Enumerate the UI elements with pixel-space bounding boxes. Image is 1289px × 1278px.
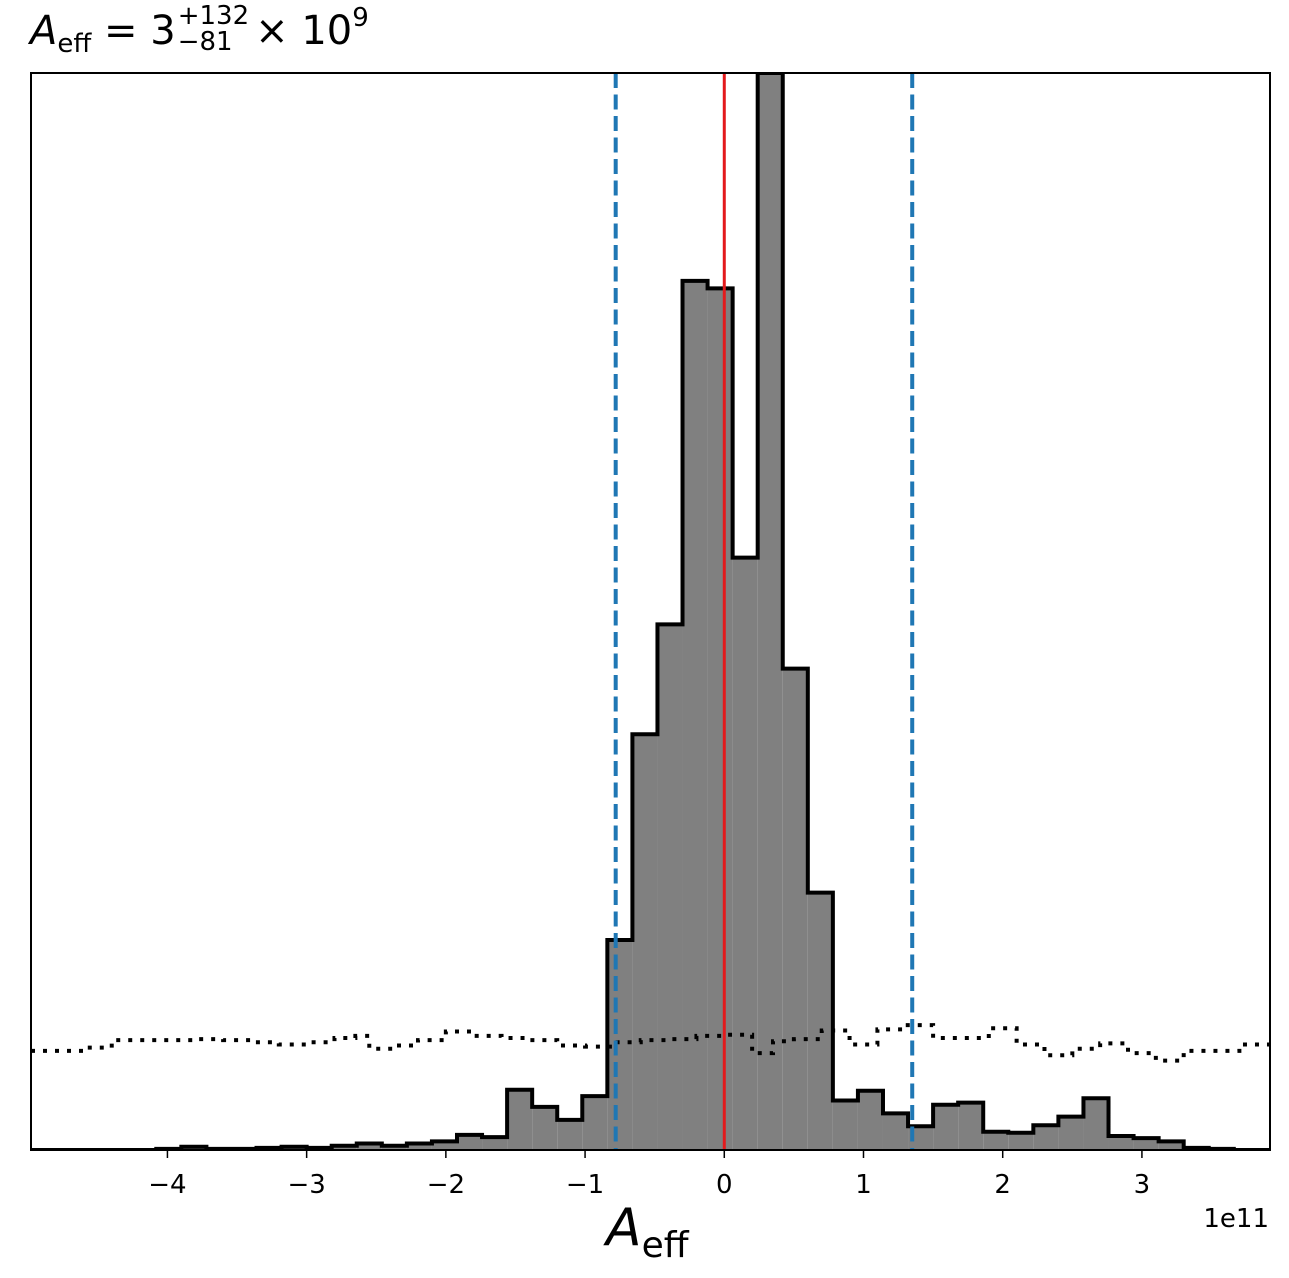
histogram-bar [983,1131,1009,1150]
histogram-bar [532,1106,558,1150]
x-tick-label: 2 [994,1170,1011,1200]
histogram-outline [31,73,1270,1150]
x-tick-label: 3 [1134,1170,1151,1200]
histogram-bar [857,1090,883,1150]
histogram-bar [933,1104,959,1150]
histogram-bar [832,1100,858,1150]
title-variable-subscript: eff [57,29,92,59]
chart-title: Aeff = 3 +132 −81 × 109 [30,3,369,61]
histogram-bar [757,73,783,1150]
histogram-bar [431,1141,457,1150]
histogram-bar [482,1137,508,1150]
histogram-bar [707,288,733,1150]
histogram-bar [331,1145,357,1150]
histogram-bar [507,1089,533,1150]
x-tick-label: −4 [148,1170,186,1200]
x-axis-label-variable: A [606,1198,642,1258]
x-tick-label: −3 [287,1170,325,1200]
histogram-bar [1008,1132,1034,1150]
histogram-bar [1133,1138,1159,1150]
histogram-bar [356,1143,382,1150]
histogram-bar [682,280,708,1150]
x-tick-label: 0 [716,1170,733,1200]
title-lower-error: −81 [177,27,233,57]
histogram-bar [456,1134,483,1150]
plot-frame [30,72,1271,1151]
x-axis-label: Aeff [606,1198,689,1266]
histogram-bar [557,1119,583,1150]
histogram-bar [958,1102,984,1150]
x-tick-label: −1 [566,1170,604,1200]
x-axis-label-subscript: eff [641,1225,689,1266]
histogram-bar [1108,1135,1134,1150]
histogram-bar [1083,1098,1109,1150]
histogram-bar [782,668,808,1150]
title-error-scripts: +132 −81 [178,3,249,55]
x-axis-offset-label: 1e11 [1203,1204,1269,1234]
x-tick-label: −2 [427,1170,465,1200]
histogram-bar [632,734,658,1150]
title-variable: A [30,8,58,54]
histogram-bar [908,1126,934,1150]
histogram-bar [406,1143,432,1150]
x-tick-label: 1 [855,1170,872,1200]
title-multiplier: × 10 [255,8,353,54]
title-equals-value: = 3 [91,8,176,54]
histogram-bar [882,1113,909,1150]
histogram-bar [1033,1125,1059,1150]
histogram-bar [657,624,683,1150]
histogram-bar [1158,1141,1184,1150]
histogram-bar [1058,1116,1084,1150]
histogram-bar [732,557,758,1150]
title-upper-error: +132 [177,1,250,31]
histogram-bar [381,1145,407,1150]
title-exponent: 9 [352,3,369,33]
histogram-bar [807,892,833,1150]
histogram-bar [582,1096,608,1150]
